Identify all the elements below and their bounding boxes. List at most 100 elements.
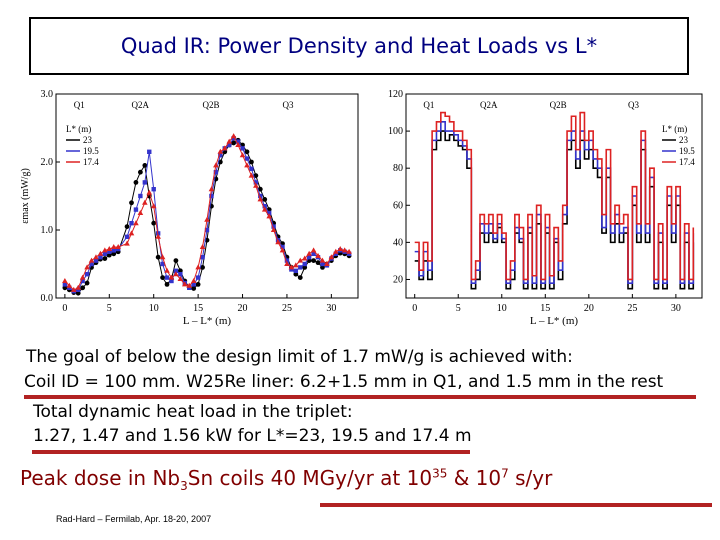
data-point [107, 249, 112, 254]
dose-post: s/yr [508, 466, 553, 490]
data-point [208, 186, 215, 192]
y-axis-label: εmax (mW/g) [20, 168, 31, 224]
data-point [80, 285, 86, 291]
data-point [279, 247, 286, 253]
x-tick-label: 10 [149, 303, 159, 314]
y-tick-label: 40 [393, 237, 403, 248]
data-point [93, 254, 99, 260]
heat-load-title-text: Total dynamic heat load in the triplet: [33, 402, 353, 422]
data-point [280, 244, 285, 250]
x-tick-label: 0 [412, 303, 417, 314]
title-box: Quad IR: Power Density and Heat Loads vs… [29, 17, 689, 75]
series-line-19.5 [414, 121, 695, 284]
y-tick-label: 120 [388, 89, 403, 100]
data-point [191, 286, 197, 291]
peak-dose-text: Peak dose in Nb3Sn coils 40 MGy/yr at 10… [20, 466, 552, 493]
data-point [178, 272, 183, 277]
x-tick-label: 30 [326, 303, 336, 314]
data-point [270, 227, 277, 232]
data-point [275, 239, 281, 245]
section-label: Q1 [74, 100, 85, 110]
data-point [124, 234, 130, 239]
data-point [209, 193, 214, 199]
data-point [337, 246, 344, 252]
section-label: Q2B [550, 100, 567, 110]
data-point [147, 149, 152, 154]
data-point [319, 257, 326, 263]
data-point [244, 156, 250, 161]
data-point [111, 251, 117, 257]
data-point [249, 159, 254, 165]
data-point [293, 262, 299, 268]
data-point [76, 287, 81, 293]
data-point [320, 265, 325, 270]
data-point [315, 260, 321, 266]
data-point [133, 207, 139, 212]
data-point [311, 258, 316, 263]
footer-text: Rad-Hard – Fermilab, Apr. 18-20, 2007 [56, 514, 212, 524]
data-point [84, 272, 90, 277]
y-tick-label: 3.0 [41, 89, 54, 100]
data-point [240, 146, 245, 151]
data-point [244, 162, 250, 168]
data-point [261, 206, 268, 212]
data-point [341, 247, 348, 253]
data-point [289, 267, 294, 272]
data-point [137, 210, 144, 215]
data-point [79, 274, 86, 280]
data-point [142, 199, 148, 205]
data-point [168, 274, 175, 280]
data-point [169, 278, 174, 284]
data-point [66, 282, 73, 288]
data-point [257, 196, 264, 202]
y-tick-label: 1.0 [41, 225, 54, 236]
data-point [200, 255, 205, 260]
data-point [110, 244, 117, 249]
data-point [200, 265, 205, 270]
x-tick-label: 0 [62, 303, 67, 314]
data-point [311, 251, 316, 256]
data-point [84, 264, 90, 270]
heat-load-chart: 0 5 10 15 20 25 30 20 40 60 80 100 120 L – L* (m) Q1 Q2… [388, 89, 703, 327]
data-point [155, 233, 161, 239]
legend-entry-17.4: 17.4 [83, 157, 99, 167]
x-tick-label: 5 [456, 303, 461, 314]
goal-text: The goal of below the design limit of 1.… [26, 347, 573, 367]
data-point [244, 149, 250, 155]
data-point [164, 275, 170, 280]
data-point [293, 268, 299, 273]
y-tick-label: 0.0 [41, 293, 54, 304]
heat-load-values-text: 1.27, 1.47 and 1.56 kW for L*=23, 19.5 a… [33, 426, 472, 446]
data-point [320, 261, 325, 267]
data-point [249, 166, 254, 171]
data-point [164, 267, 170, 273]
data-point [89, 261, 94, 267]
series-line-17.4 [414, 111, 695, 281]
data-point [186, 282, 193, 288]
legend-entry-19.5: 19.5 [679, 146, 695, 156]
data-point [195, 275, 201, 280]
series-line-19.5 [64, 137, 350, 292]
data-point [181, 281, 188, 287]
data-point [284, 261, 290, 266]
legend-entry-23: 23 [679, 135, 689, 145]
data-point [151, 187, 156, 192]
data-point [62, 282, 68, 287]
plot-frame [55, 93, 359, 299]
data-point [102, 256, 108, 261]
x-tick-label: 15 [540, 303, 550, 314]
data-point [315, 252, 321, 258]
data-point [221, 145, 228, 151]
data-point [262, 204, 267, 209]
data-point [173, 268, 179, 273]
data-point [302, 261, 307, 267]
section-label: Q2A [480, 100, 498, 110]
data-point [159, 254, 166, 260]
data-point [257, 186, 263, 192]
legend-entry-19.5: 19.5 [83, 146, 99, 156]
x-tick-label: 10 [497, 303, 507, 314]
data-point [297, 257, 304, 263]
dose-sub: 3 [180, 479, 188, 493]
data-point [328, 254, 335, 260]
coil-text: Coil ID = 100 mm. W25Re liner: 6.2+1.5 m… [24, 372, 664, 392]
